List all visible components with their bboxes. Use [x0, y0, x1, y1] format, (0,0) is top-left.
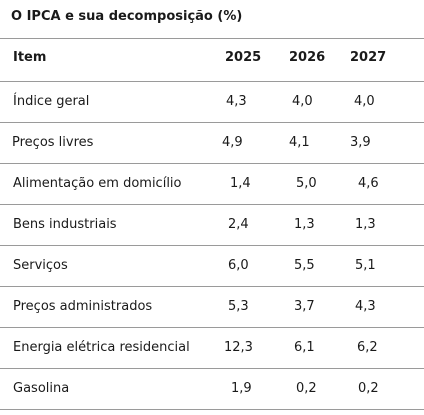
row-value-2025: 5,3: [228, 299, 249, 314]
row-value-2026: 0,2: [296, 381, 317, 396]
table-row: Preços livres 4,9 4,1 3,9: [0, 123, 424, 164]
row-value-2026: 5,0: [296, 176, 317, 191]
row-value-2026: 5,5: [294, 258, 315, 273]
table-title-row: O IPCA e sua decomposição (%): [0, 0, 424, 39]
row-value-2027: 4,0: [354, 94, 375, 109]
row-value-2025: 6,0: [228, 258, 249, 273]
row-value-2026: 4,0: [292, 94, 313, 109]
header-item: Item: [13, 50, 47, 65]
row-value-2025: 4,9: [222, 135, 243, 150]
header-2026: 2026: [289, 50, 326, 65]
row-value-2025: 1,9: [231, 381, 252, 396]
row-value-2026: 6,1: [294, 340, 315, 355]
row-value-2027: 1,3: [355, 217, 376, 232]
table-row: Gasolina 1,9 0,2 0,2: [0, 369, 424, 410]
row-item-label: Preços administrados: [13, 299, 153, 314]
header-2027: 2027: [350, 50, 387, 65]
row-item-label: Preços livres: [12, 135, 94, 150]
row-item-label: Gasolina: [13, 381, 70, 396]
header-2025: 2025: [225, 50, 262, 65]
row-item-label: Energia elétrica residencial: [13, 340, 190, 355]
table-row: Alimentação em domicílio 1,4 5,0 4,6: [0, 164, 424, 205]
row-value-2025: 1,4: [230, 176, 251, 191]
row-value-2027: 4,3: [355, 299, 376, 314]
row-value-2027: 6,2: [357, 340, 378, 355]
row-value-2025: 4,3: [226, 94, 247, 109]
row-value-2027: 3,9: [350, 135, 371, 150]
table-row: Preços administrados 5,3 3,7 4,3: [0, 287, 424, 328]
row-value-2027: 4,6: [358, 176, 379, 191]
row-item-label: Índice geral: [13, 94, 90, 109]
row-value-2027: 0,2: [358, 381, 379, 396]
row-value-2026: 4,1: [289, 135, 310, 150]
table-header-row: Item 2025 2026 2027: [0, 39, 424, 82]
table-title: O IPCA e sua decomposição (%): [11, 9, 243, 24]
row-value-2026: 3,7: [294, 299, 315, 314]
table-row: Índice geral 4,3 4,0 4,0: [0, 82, 424, 123]
row-value-2025: 2,4: [228, 217, 249, 232]
row-item-label: Alimentação em domicílio: [13, 176, 182, 191]
table-body: Índice geral 4,3 4,0 4,0 Preços livres 4…: [0, 82, 424, 410]
table-row: Bens industriais 2,4 1,3 1,3: [0, 205, 424, 246]
table-row: Energia elétrica residencial 12,3 6,1 6,…: [0, 328, 424, 369]
table-row: Serviços 6,0 5,5 5,1: [0, 246, 424, 287]
row-item-label: Bens industriais: [13, 217, 117, 232]
row-value-2025: 12,3: [224, 340, 253, 355]
row-item-label: Serviços: [13, 258, 68, 273]
row-value-2026: 1,3: [294, 217, 315, 232]
row-value-2027: 5,1: [355, 258, 376, 273]
